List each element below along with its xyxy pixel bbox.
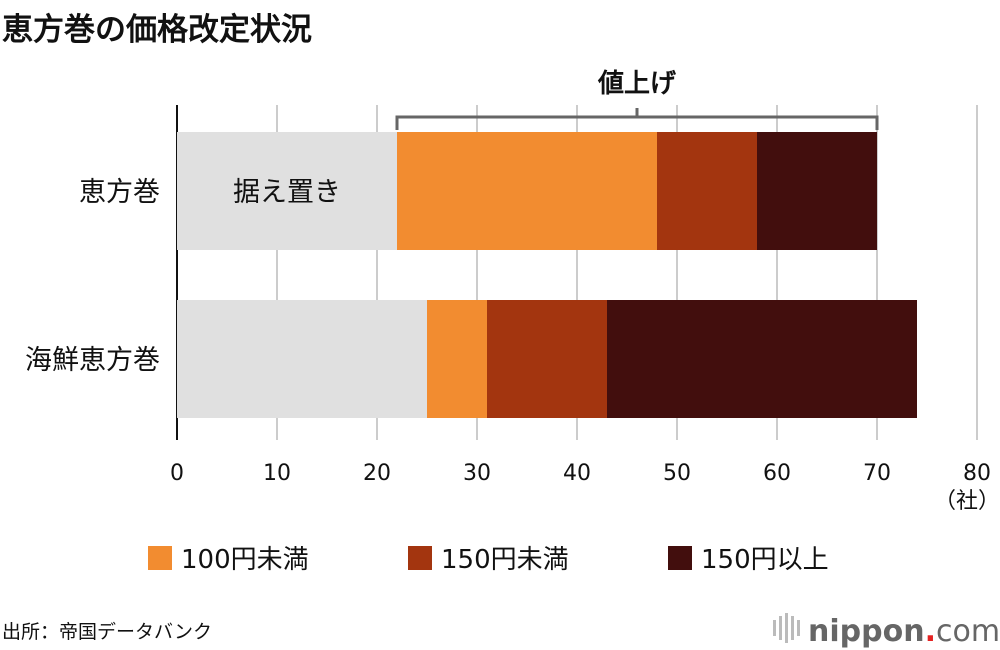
bar-segment <box>177 132 397 250</box>
legend-swatch <box>148 546 172 570</box>
svg-text:nippon.com: nippon.com <box>808 614 1000 649</box>
x-tick-label: 70 <box>863 461 891 486</box>
bar-segment <box>657 132 757 250</box>
x-tick-label: 40 <box>563 461 591 486</box>
bar-segment <box>757 132 877 250</box>
x-tick-label: 60 <box>763 461 791 486</box>
x-tick-label: 30 <box>463 461 491 486</box>
bracket-label: 値上げ <box>597 69 677 99</box>
legend-swatch <box>668 546 692 570</box>
bar-segment <box>607 300 917 418</box>
x-tick-label: 80 <box>963 461 991 486</box>
bar-segment <box>177 300 427 418</box>
inbar-label: 据え置き <box>233 177 341 208</box>
x-unit: （社） <box>934 489 1000 514</box>
category-label: 恵方巻 <box>79 177 160 208</box>
category-label: 海鮮恵方巻 <box>25 345 160 376</box>
bar-segment <box>427 300 487 418</box>
nippon-logo: nippon.com <box>773 613 1000 649</box>
x-tick-label: 50 <box>663 461 691 486</box>
bar-segment <box>397 132 657 250</box>
x-tick-label: 10 <box>263 461 291 486</box>
chart-title: 恵方巻の価格改定状況 <box>2 12 312 48</box>
source: 出所：帝国データバンク <box>2 621 212 643</box>
legend-swatch <box>408 546 432 570</box>
bracket <box>395 108 879 130</box>
legend-label: 150円以上 <box>701 545 829 575</box>
legend-label: 150円未満 <box>441 545 569 575</box>
x-tick-label: 20 <box>363 461 391 486</box>
legend-label: 100円未満 <box>181 545 309 575</box>
x-tick-label: 0 <box>170 461 184 486</box>
bar-segment <box>487 300 607 418</box>
